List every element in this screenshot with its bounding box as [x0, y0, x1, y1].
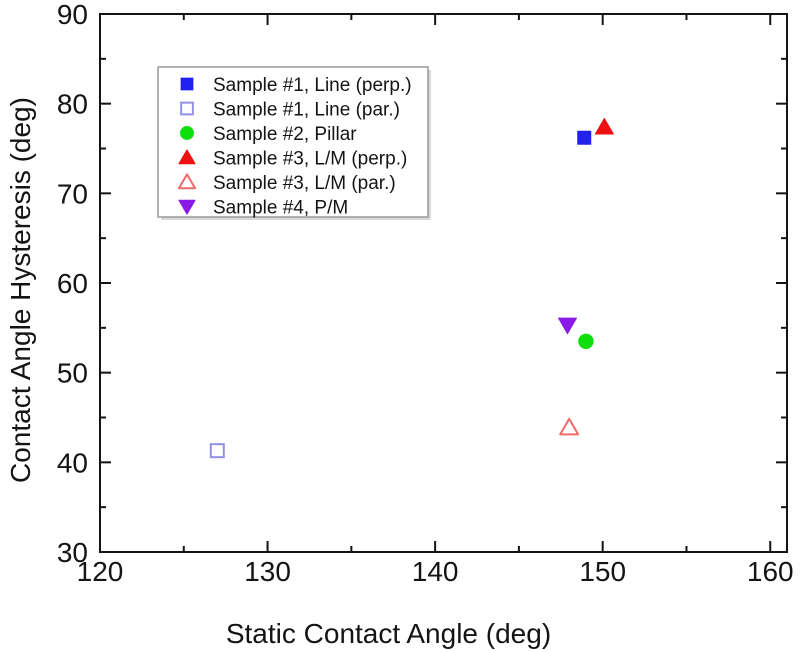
y-tick-label: 60 [57, 268, 88, 299]
x-tick-label: 150 [579, 556, 626, 587]
legend-marker-triangle-down [178, 199, 196, 215]
data-point [209, 443, 225, 459]
x-tick-label: 130 [244, 556, 291, 587]
y-tick-label: 50 [57, 358, 88, 389]
x-tick-label: 160 [747, 556, 794, 587]
y-tick-label: 70 [57, 178, 88, 209]
legend-marker-triangle-up-open [177, 173, 197, 190]
x-tick-label: 120 [77, 556, 124, 587]
legend-marker-triangle-up [178, 149, 196, 165]
x-tick-label: 140 [412, 556, 459, 587]
y-tick-label: 90 [57, 0, 88, 30]
data-point [559, 417, 580, 436]
legend-marker-circle [180, 126, 194, 140]
y-tick-label: 40 [57, 447, 88, 478]
x-axis-title: Static Contact Angle (deg) [226, 618, 551, 649]
legend-box [157, 66, 429, 218]
legend-item-label: Sample #3, L/M (perp.) [213, 149, 407, 170]
y-tick-label: 80 [57, 89, 88, 120]
data-point [578, 333, 594, 349]
data-point [577, 130, 592, 145]
data-point [594, 117, 614, 135]
legend-item-label: Sample #3, L/M (par.) [213, 173, 396, 194]
y-tick-label: 30 [57, 537, 88, 568]
legend-marker-square-open [180, 101, 194, 116]
legend-item-label: Sample #4, P/M [213, 198, 348, 219]
legend-item-label: Sample #2, Pillar [213, 124, 357, 145]
legend-item-label: Sample #1, Line (perp.) [213, 75, 412, 96]
legend-item-label: Sample #1, Line (par.) [213, 100, 400, 121]
y-axis-title: Contact Angle Hysteresis (deg) [5, 97, 36, 483]
legend-marker-square [180, 77, 194, 91]
data-point [557, 317, 577, 335]
